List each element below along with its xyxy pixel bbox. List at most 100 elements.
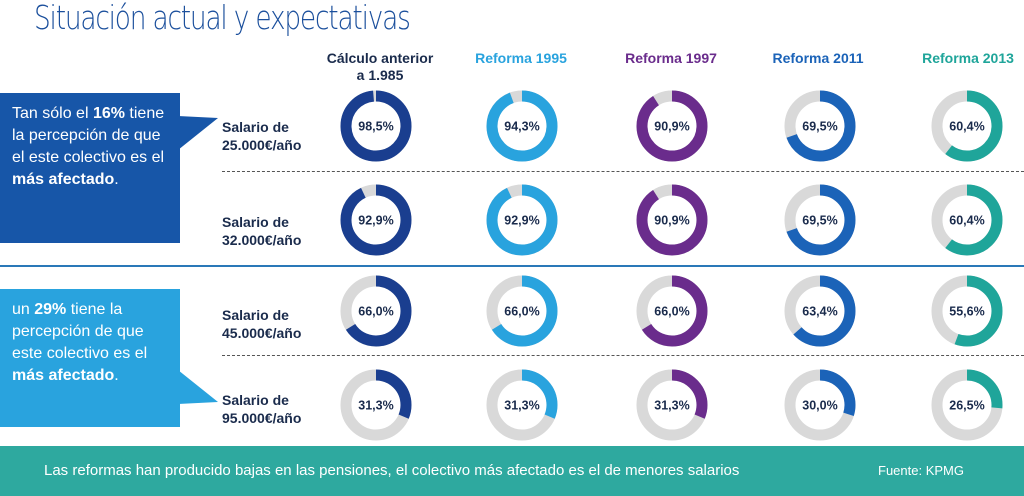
donut-value-arc — [636, 369, 708, 441]
column-header-reforma-2011: Reforma 2011 — [772, 50, 864, 66]
donut-value-arc — [486, 275, 558, 347]
donut: 90,9% — [636, 184, 708, 256]
donut: 31,3% — [340, 369, 412, 441]
donut: 69,5% — [784, 90, 856, 162]
donut-value-label: 69,5% — [802, 214, 837, 228]
donut-value-arc — [636, 275, 708, 347]
donut-value-arc — [340, 184, 412, 256]
row-label-line: Salario de — [222, 119, 289, 135]
row-label-95000: Salario de 95.000€/año — [222, 391, 332, 427]
page-title: Situación actual y expectativas — [34, 0, 411, 37]
donut-value-arc — [340, 369, 412, 441]
footer-bar: Las reformas han producido bajas en las … — [0, 446, 1024, 496]
callout-highlight: 16% — [92, 105, 125, 122]
donut-value-label: 31,3% — [654, 399, 689, 413]
donut-value-label: 69,5% — [802, 120, 837, 134]
row-label-45000: Salario de 45.000€/año — [222, 306, 332, 342]
row-label-line: 95.000€/año — [222, 410, 302, 426]
donut: 31,3% — [636, 369, 708, 441]
donut-value-label: 66,0% — [504, 305, 539, 319]
donut-value-label: 30,0% — [802, 399, 837, 413]
callout-bold: más afectado — [12, 367, 115, 384]
donut-value-label: 66,0% — [654, 305, 689, 319]
donut-value-label: 63,4% — [802, 305, 837, 319]
donut: 90,9% — [636, 90, 708, 162]
donut-value-label: 92,9% — [504, 214, 539, 228]
donut-value-label: 60,4% — [949, 214, 984, 228]
footer-source: Fuente: KPMG — [878, 463, 964, 478]
donut-value-arc — [784, 184, 856, 256]
row-separator — [222, 171, 1024, 172]
donut: 94,3% — [486, 90, 558, 162]
donut-value-label: 66,0% — [358, 305, 393, 319]
donut: 63,4% — [784, 275, 856, 347]
donut: 30,0% — [784, 369, 856, 441]
donut-value-label: 26,5% — [949, 399, 984, 413]
donut-value-label: 90,9% — [654, 120, 689, 134]
donut: 66,0% — [340, 275, 412, 347]
callout-text: . — [114, 171, 119, 188]
group-separator — [0, 265, 1024, 267]
row-label-25000: Salario de 25.000€/año — [222, 118, 332, 154]
donut-value-arc — [784, 275, 856, 347]
column-header-line: Cálculo anterior — [326, 50, 434, 66]
donut-value-arc — [931, 184, 1003, 256]
donut-value-label: 98,5% — [358, 120, 393, 134]
donut: 60,4% — [931, 90, 1003, 162]
callout-text: un — [12, 301, 35, 318]
donut-value-arc — [931, 369, 1003, 441]
donut-value-label: 31,3% — [504, 399, 539, 413]
callout-pointer — [178, 116, 218, 150]
callout-text: tiene la percepción de que el este colec… — [12, 105, 165, 166]
donut-chart-grid: 98,5% 94,3% 90,9% 69,5% 60,4% 92,9% 92,9% 90,9%… — [340, 90, 1003, 441]
callout-highlight: 29% — [34, 301, 67, 318]
donut-value-label: 90,9% — [654, 214, 689, 228]
donut-value-arc — [784, 369, 856, 441]
donut: 55,6% — [931, 275, 1003, 347]
callout-16-percent: Tan sólo el 16% tiene la percepción de q… — [0, 93, 180, 243]
row-label-line: 45.000€/año — [222, 325, 302, 341]
donut: 26,5% — [931, 369, 1003, 441]
callout-text: Tan sólo el — [12, 105, 93, 122]
donut: 98,5% — [340, 90, 412, 162]
column-header-line: a 1.985 — [356, 67, 404, 83]
donut-value-label: 92,9% — [358, 214, 393, 228]
row-label-line: 25.000€/año — [222, 137, 302, 153]
column-header-reforma-2013: Reforma 2013 — [922, 50, 1014, 66]
callout-text: . — [114, 367, 119, 384]
callout-bold: más afectado — [12, 171, 115, 188]
row-separator — [222, 355, 1024, 356]
donut: 31,3% — [486, 369, 558, 441]
row-label-line: Salario de — [222, 392, 289, 408]
donut: 60,4% — [931, 184, 1003, 256]
row-label-line: Salario de — [222, 214, 289, 230]
donut-value-arc — [486, 184, 558, 256]
donut-value-arc — [636, 90, 708, 162]
donut-value-arc — [340, 275, 412, 347]
row-label-line: Salario de — [222, 307, 289, 323]
donut-value-label: 31,3% — [358, 399, 393, 413]
donut: 92,9% — [486, 184, 558, 256]
donut-value-arc — [486, 90, 558, 162]
column-header-reforma-1995: Reforma 1995 — [475, 50, 567, 66]
footer-caption: Las reformas han producido bajas en las … — [44, 462, 740, 479]
donut-value-label: 60,4% — [949, 120, 984, 134]
donut-value-arc — [340, 90, 412, 162]
row-label-32000: Salario de 32.000€/año — [222, 213, 332, 249]
donut: 92,9% — [340, 184, 412, 256]
donut: 69,5% — [784, 184, 856, 256]
donut-value-arc — [931, 90, 1003, 162]
donut-value-arc — [784, 90, 856, 162]
callout-pointer — [178, 370, 218, 404]
callout-text: tiene la percepción de que este colectiv… — [12, 301, 148, 362]
donut: 66,0% — [486, 275, 558, 347]
column-header-calculo: Cálculo anterior a 1.985 — [305, 50, 455, 84]
donut-value-label: 55,6% — [949, 305, 984, 319]
donut: 66,0% — [636, 275, 708, 347]
row-label-line: 32.000€/año — [222, 232, 302, 248]
donut-value-arc — [931, 275, 1003, 347]
donut-value-arc — [636, 184, 708, 256]
donut-value-label: 94,3% — [504, 120, 539, 134]
callout-29-percent: un 29% tiene la percepción de que este c… — [0, 289, 180, 427]
column-header-reforma-1997: Reforma 1997 — [625, 50, 717, 66]
